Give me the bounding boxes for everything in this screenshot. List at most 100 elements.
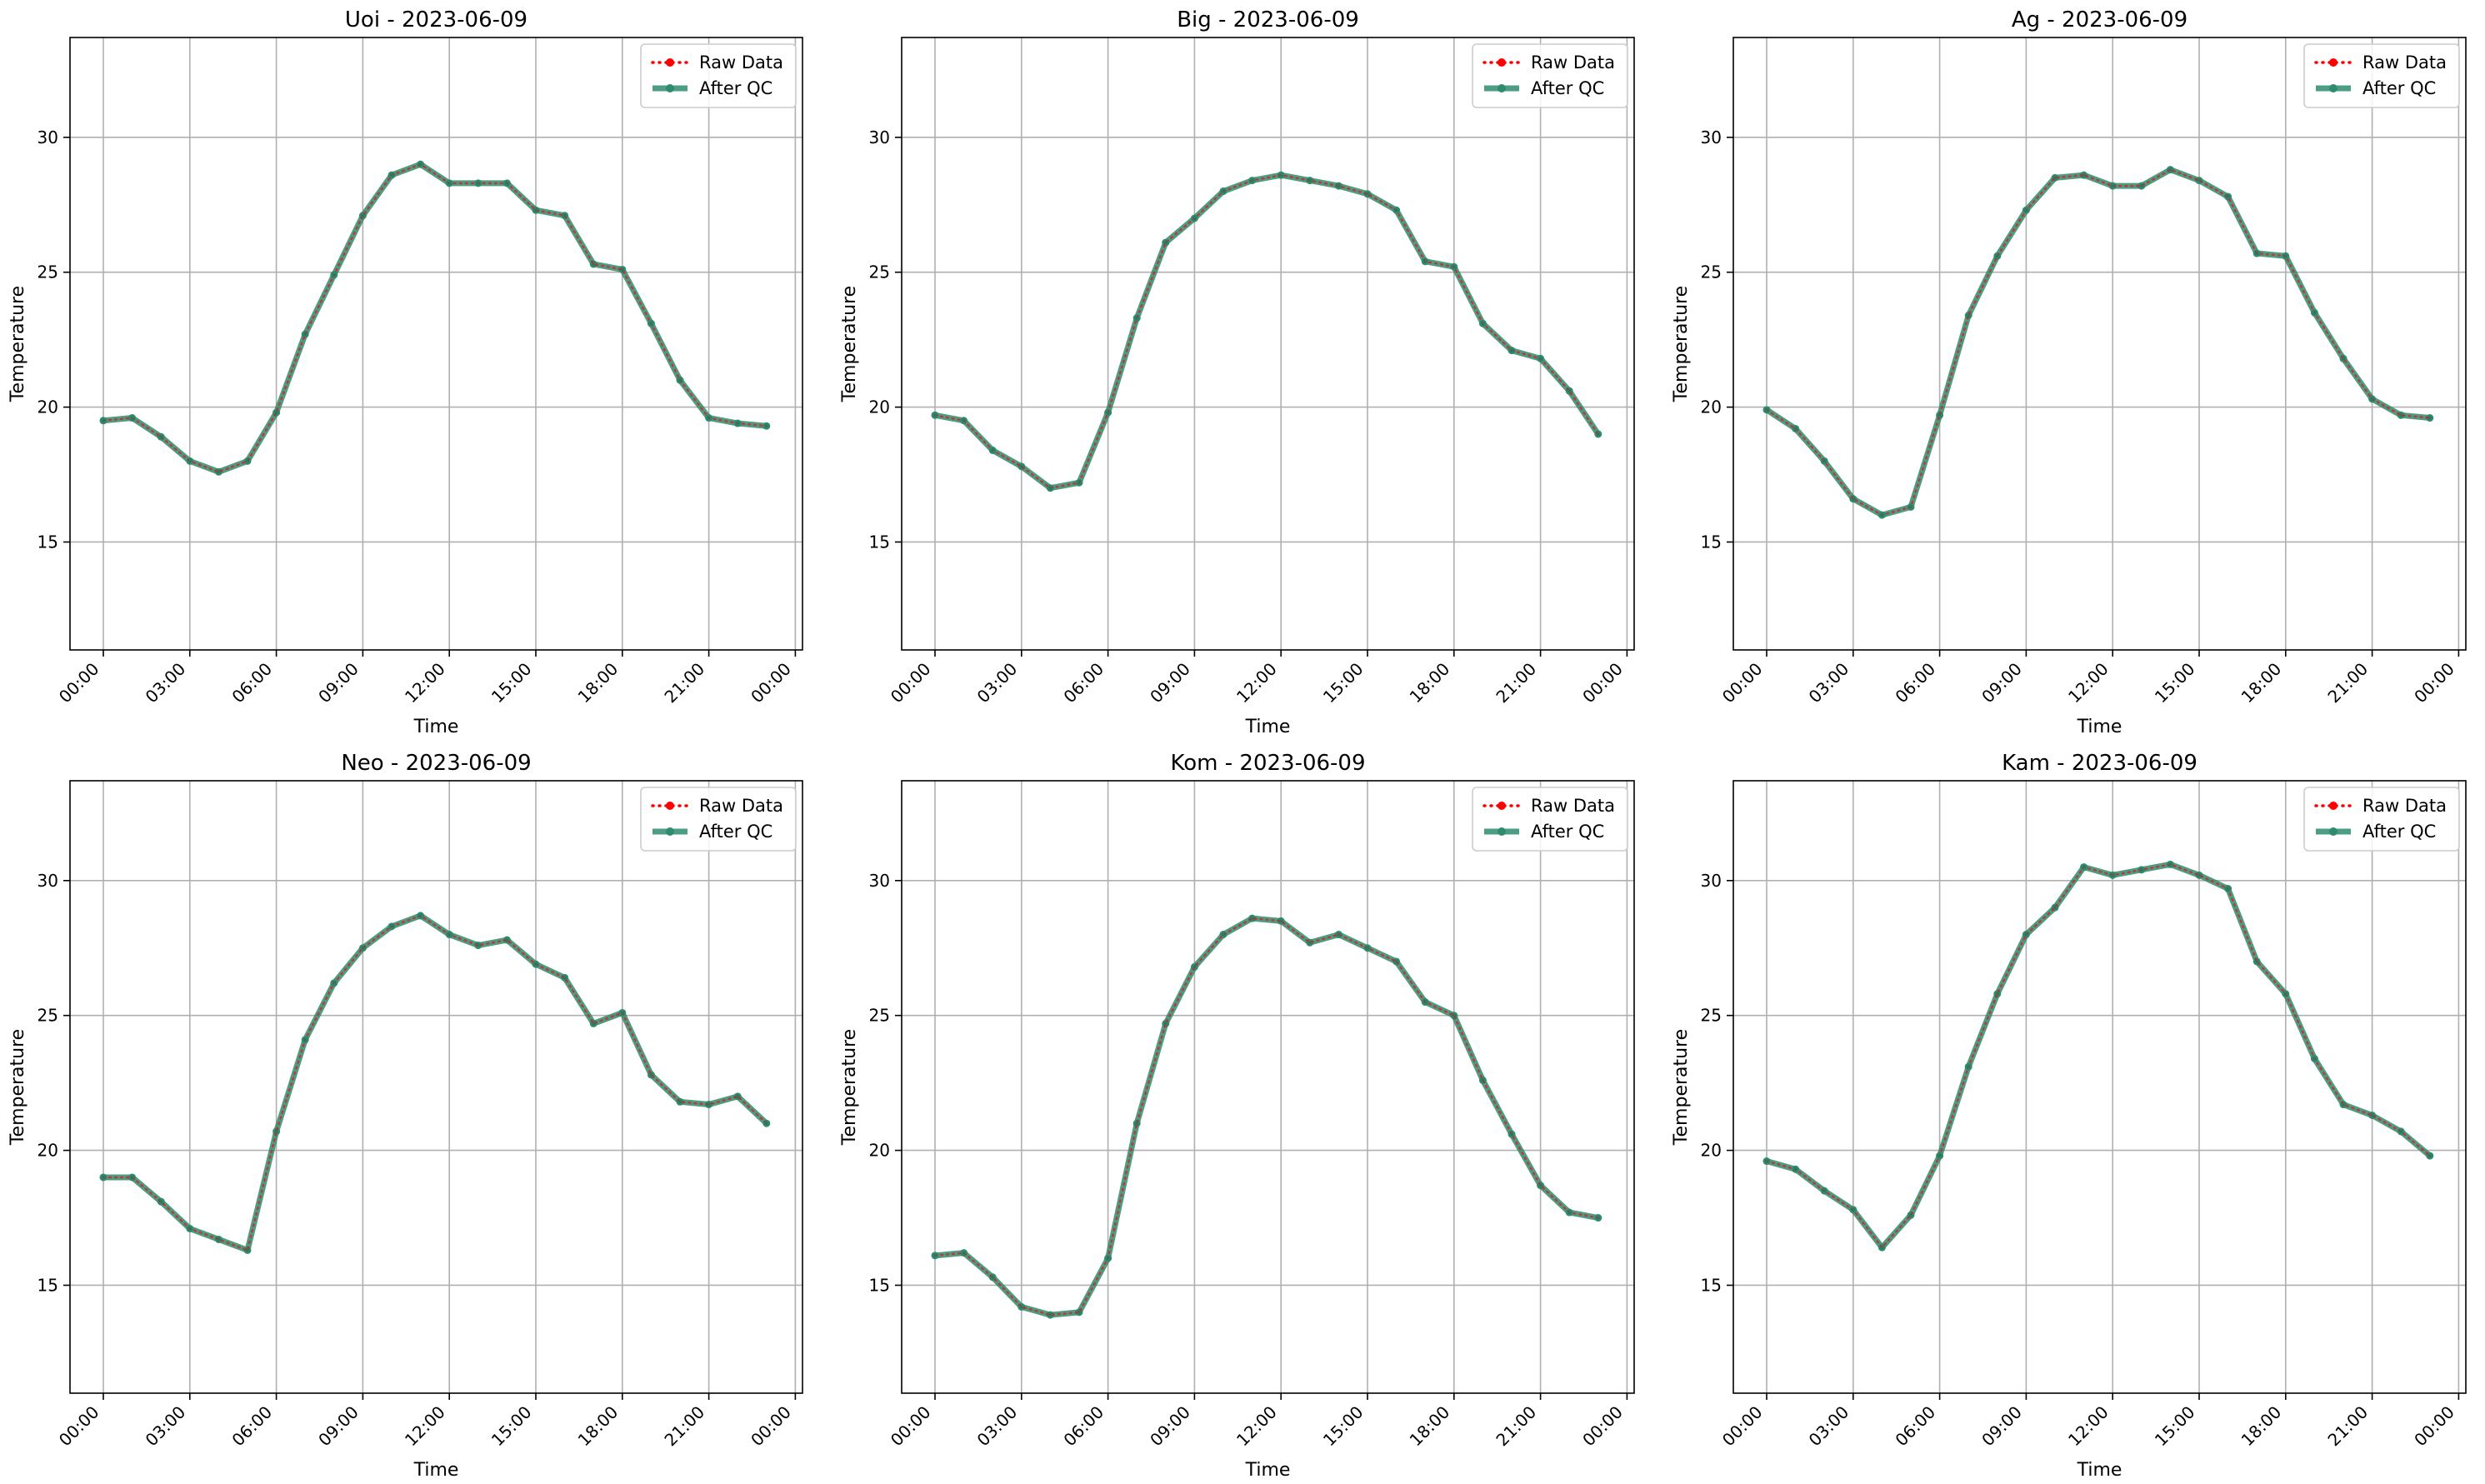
- legend: Raw Data After QC: [1472, 43, 1628, 108]
- data-point-raw-data: [707, 1102, 711, 1107]
- data-point-raw-data: [448, 932, 452, 937]
- y-tick-label: 20: [869, 397, 890, 417]
- x-tick-label: 12:00: [2064, 659, 2112, 707]
- x-tick-label: 00:00: [55, 659, 103, 707]
- data-point-raw-data: [1106, 1257, 1110, 1261]
- data-point-raw-data: [1880, 1246, 1884, 1250]
- data-point-raw-data: [592, 262, 596, 266]
- data-point-raw-data: [620, 267, 624, 272]
- data-point-raw-data: [1851, 1207, 1855, 1212]
- x-tick-label: 09:00: [1978, 659, 2026, 707]
- y-tick-label: 30: [869, 871, 890, 891]
- series-line-after-qc: [934, 172, 1601, 492]
- x-tick-label: 15:00: [1319, 659, 1368, 707]
- data-point-raw-data: [1163, 241, 1168, 245]
- data-point-raw-data: [2024, 932, 2028, 937]
- data-point-raw-data: [1765, 407, 1768, 412]
- data-point-raw-data: [1851, 497, 1855, 501]
- y-axis-label: Temperature: [839, 1029, 860, 1146]
- data-point-raw-data: [1222, 932, 1225, 937]
- axes-frame: [901, 780, 1635, 1394]
- data-point-raw-data: [1967, 1065, 1971, 1069]
- series-line-raw-data: [933, 173, 1600, 490]
- data-point-raw-data: [1510, 1132, 1513, 1137]
- x-tick-label: 00:00: [1718, 659, 1767, 707]
- axes-frame: [69, 780, 803, 1394]
- x-axis-label: Time: [2077, 717, 2122, 737]
- data-point-raw-data: [1078, 481, 1081, 485]
- data-point-raw-data: [620, 1011, 624, 1015]
- x-tick-label: 09:00: [1978, 1402, 2026, 1451]
- x-tick-label: 06:00: [1059, 1402, 1108, 1451]
- data-point-raw-data: [1481, 322, 1485, 326]
- data-point-raw-data: [159, 435, 163, 439]
- x-tick-label: 21:00: [1492, 1402, 1540, 1451]
- x-tick-label: 00:00: [2410, 1402, 2458, 1451]
- data-point-raw-data: [991, 1275, 995, 1279]
- legend-marker-after-qc: [666, 827, 674, 836]
- data-point-raw-data: [1510, 348, 1513, 352]
- data-point-raw-data: [2168, 167, 2172, 172]
- series-line-after-qc: [103, 912, 769, 1253]
- y-tick-label: 30: [38, 127, 58, 147]
- x-tick-label: 03:00: [1805, 1402, 1853, 1451]
- data-point-raw-data: [1880, 513, 1884, 517]
- axes-frame: [69, 37, 803, 651]
- y-axis-label: Temperature: [1671, 286, 1692, 402]
- legend-label-after-qc: After QC: [1531, 78, 1604, 98]
- data-point-raw-data: [1222, 189, 1225, 193]
- series-line-raw-data: [1765, 863, 2432, 1250]
- x-tick-label: 18:00: [574, 1402, 622, 1451]
- x-tick-label: 09:00: [314, 1402, 362, 1451]
- data-point-raw-data: [1308, 941, 1312, 945]
- data-point-raw-data: [534, 208, 538, 212]
- axes-frame: [1732, 37, 2467, 651]
- x-tick-label: 15:00: [2151, 659, 2199, 707]
- legend-marker-raw-data: [1498, 58, 1506, 67]
- data-point-raw-data: [1279, 173, 1283, 177]
- y-tick-label: 25: [38, 262, 58, 282]
- data-point-raw-data: [1568, 389, 1572, 393]
- legend: Raw Data After QC: [640, 787, 797, 852]
- legend-label-raw-data: Raw Data: [699, 52, 783, 72]
- x-tick-label: 18:00: [2238, 659, 2286, 707]
- data-point-raw-data: [1995, 254, 1999, 258]
- y-tick-label: 20: [38, 397, 58, 417]
- data-point-raw-data: [1596, 432, 1600, 436]
- data-point-raw-data: [2399, 1129, 2403, 1133]
- x-tick-label: 09:00: [314, 659, 362, 707]
- data-point-raw-data: [1135, 316, 1139, 320]
- data-point-raw-data: [2255, 252, 2259, 256]
- x-tick-label: 00:00: [1578, 1402, 1627, 1451]
- legend-marker-raw-data: [2329, 802, 2338, 810]
- y-tick-label: 30: [1701, 871, 1722, 891]
- y-tick-label: 25: [38, 1006, 58, 1026]
- legend-marker-after-qc: [1498, 84, 1506, 92]
- data-point-raw-data: [1538, 1183, 1542, 1187]
- data-point-raw-data: [1048, 486, 1052, 490]
- x-tick-label: 06:00: [1059, 659, 1108, 707]
- data-point-raw-data: [1995, 992, 1999, 996]
- data-point-raw-data: [1192, 216, 1197, 220]
- series-line-after-qc: [934, 915, 1599, 1318]
- series-line-after-qc: [1766, 861, 2432, 1251]
- data-point-raw-data: [1765, 1159, 1768, 1163]
- legend-label-raw-data: Raw Data: [1531, 796, 1615, 816]
- legend-marker-raw-data: [2329, 58, 2338, 67]
- data-point-raw-data: [1568, 1211, 1572, 1215]
- chart-panel-2: 00:00 03:00 06:00 09:00 12:00 15:00 18:00 21:00…: [1671, 7, 2467, 737]
- data-point-raw-data: [1279, 919, 1283, 923]
- data-point-raw-data: [2312, 1057, 2317, 1061]
- legend-label-after-qc: After QC: [699, 822, 772, 842]
- data-point-raw-data: [1048, 1313, 1052, 1317]
- data-point-raw-data: [736, 422, 740, 426]
- data-point-raw-data: [2139, 184, 2143, 188]
- data-point-raw-data: [476, 943, 480, 947]
- chart-panel-5: 00:00 03:00 06:00 09:00 12:00 15:00 18:00 21:00…: [1671, 751, 2467, 1481]
- data-point-raw-data: [1106, 411, 1110, 415]
- data-point-raw-data: [678, 378, 682, 382]
- legend-label-after-qc: After QC: [1531, 822, 1604, 842]
- data-point-raw-data: [1019, 1305, 1023, 1309]
- data-point-raw-data: [991, 448, 995, 452]
- data-point-raw-data: [1366, 192, 1369, 196]
